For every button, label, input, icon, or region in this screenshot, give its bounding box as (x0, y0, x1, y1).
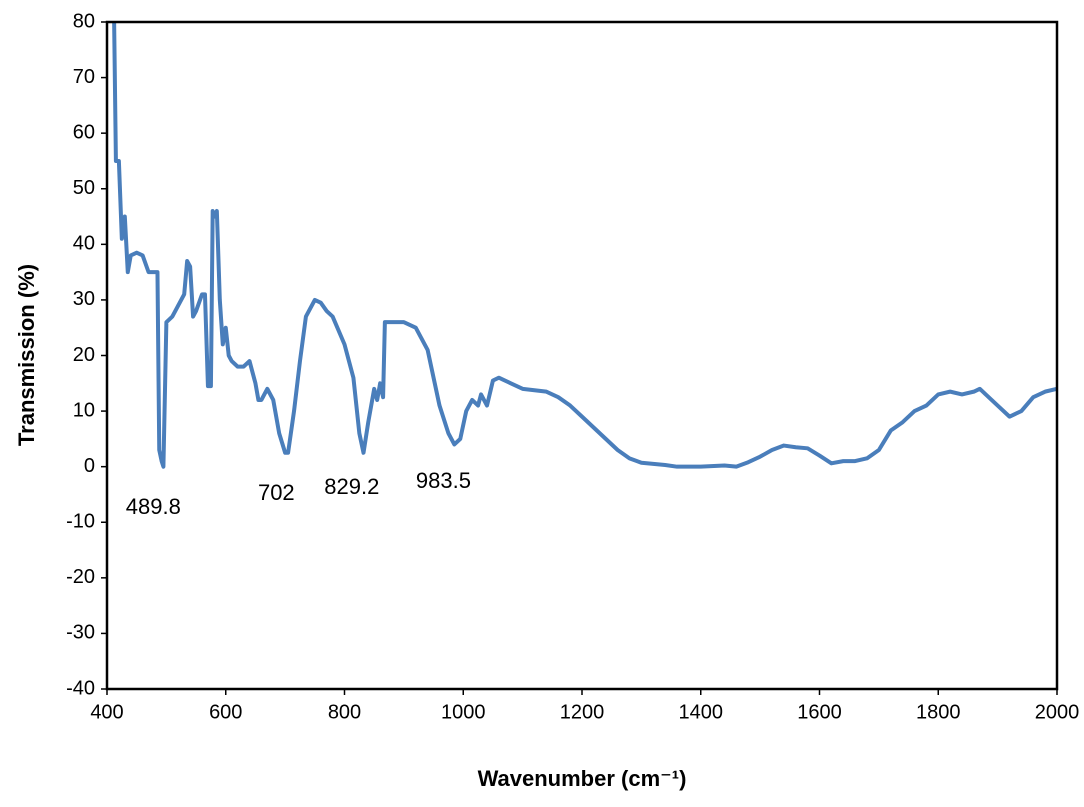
y-tick-label: 10 (73, 399, 95, 421)
y-tick-label: 30 (73, 288, 95, 310)
x-tick-label: 1600 (797, 701, 842, 723)
plot-frame (105, 20, 1059, 691)
y-tick-label: -10 (66, 511, 95, 533)
x-tick-label: 1800 (916, 701, 961, 723)
spectrum-line (112, 21, 1058, 469)
y-tick-label: 60 (73, 121, 95, 143)
x-tick-label: 1000 (441, 701, 486, 723)
y-tick-label: 20 (73, 344, 95, 366)
peak-annotation: 489.8 (126, 494, 181, 519)
y-tick-label: -30 (66, 622, 95, 644)
peak-annotation: 829.2 (324, 474, 379, 499)
y-axis-title: Transmission (%) (14, 264, 39, 446)
y-tick-label: 70 (73, 66, 95, 88)
y-tick-label: 50 (73, 177, 95, 199)
x-tick-label: 2000 (1035, 701, 1080, 723)
peak-annotation: 983.5 (416, 468, 471, 493)
x-tick-label: 800 (328, 701, 361, 723)
x-tick-label: 1200 (560, 701, 605, 723)
y-tick-label: 40 (73, 233, 95, 255)
y-tick-label: -20 (66, 566, 95, 588)
y-tick-label: -40 (66, 677, 95, 699)
x-tick-label: 1400 (679, 701, 724, 723)
peak-annotation: 702 (258, 480, 295, 505)
x-axis-title: Wavenumber (cm⁻¹) (478, 766, 687, 791)
y-tick-label: 80 (73, 10, 95, 32)
y-tick-label: 0 (84, 455, 95, 477)
x-tick-label: 400 (90, 701, 123, 723)
x-tick-label: 600 (209, 701, 242, 723)
